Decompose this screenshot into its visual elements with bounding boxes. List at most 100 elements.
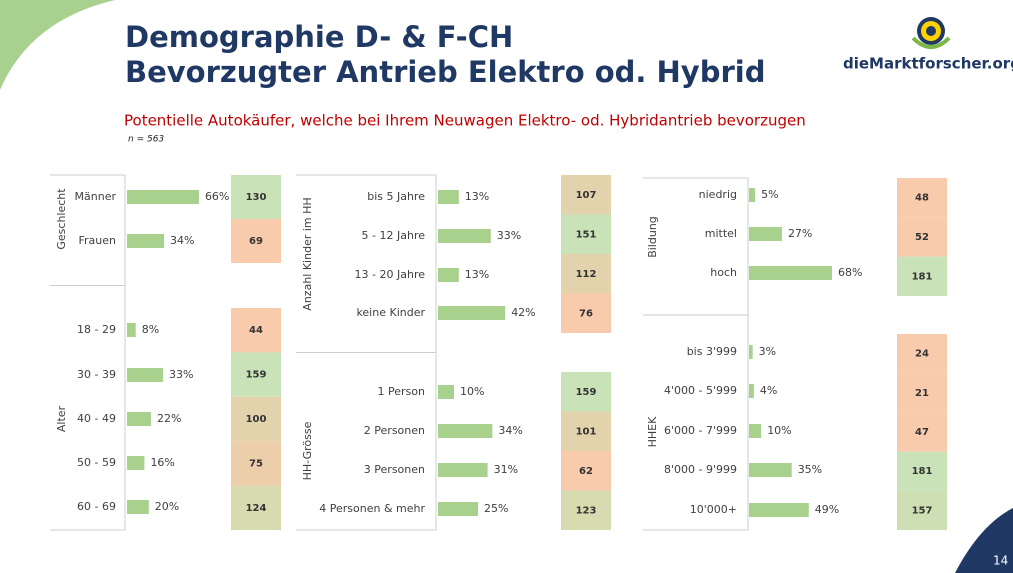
bar [438, 502, 478, 516]
count-label: 101 [576, 426, 597, 437]
value-label: 13% [465, 268, 489, 281]
count-cell [231, 219, 281, 263]
value-label: 34% [170, 234, 194, 247]
subtitle: Potentielle Autokäufer, welche bei Ihrem… [124, 112, 806, 130]
bar [127, 234, 165, 248]
count-label: 124 [246, 503, 267, 514]
value-label: 49% [815, 503, 839, 516]
count-cell [231, 441, 281, 486]
row-label: 10'000+ [690, 503, 737, 516]
value-label: 4% [760, 384, 777, 397]
group-label: Alter [55, 405, 68, 432]
row-label: 5 - 12 Jahre [362, 229, 426, 242]
count-label: 159 [246, 370, 267, 381]
row-label: 18 - 29 [77, 323, 116, 336]
row-label: 3 Personen [364, 463, 425, 476]
bar [438, 190, 459, 204]
bar [438, 229, 491, 243]
count-cell [561, 254, 611, 294]
count-label: 69 [249, 236, 263, 247]
count-cell [231, 396, 281, 442]
value-label: 42% [511, 306, 535, 319]
value-label: 16% [150, 456, 174, 469]
bar [438, 385, 454, 399]
bar [749, 345, 753, 359]
count-label: 159 [576, 387, 597, 398]
count-cell [561, 175, 611, 215]
value-label: 13% [465, 190, 489, 203]
bar [127, 412, 151, 426]
row-label: 60 - 69 [77, 500, 116, 513]
value-label: 27% [788, 227, 812, 240]
count-label: 21 [915, 388, 929, 399]
value-label: 66% [205, 190, 229, 203]
row-label: Frauen [78, 234, 116, 247]
row-label: 40 - 49 [77, 412, 116, 425]
title: Bevorzugter Antrieb Elektro od. Hybrid [125, 55, 765, 89]
bar [438, 424, 493, 438]
count-label: 24 [915, 349, 929, 360]
corner-deco [0, 0, 115, 90]
row-label: 30 - 39 [77, 368, 116, 381]
count-label: 75 [249, 458, 263, 469]
row-label: 1 Person [378, 385, 425, 398]
corner-deco [955, 508, 1013, 573]
row-label: 50 - 59 [77, 456, 116, 469]
value-label: 22% [157, 412, 181, 425]
count-cell [561, 411, 611, 451]
count-label: 48 [915, 193, 929, 204]
count-cell [897, 217, 947, 257]
count-label: 123 [576, 505, 597, 516]
page-number: 14 [993, 554, 1008, 568]
bar [127, 500, 149, 514]
count-cell [897, 334, 947, 374]
bar [438, 268, 459, 282]
row-label: keine Kinder [356, 306, 425, 319]
row-label: Männer [75, 190, 117, 203]
count-cell [561, 293, 611, 333]
count-label: 112 [576, 269, 597, 280]
bar [749, 503, 809, 517]
count-cell [561, 372, 611, 412]
count-cell [561, 490, 611, 530]
value-label: 31% [494, 463, 518, 476]
group-label: Geschlecht [55, 188, 68, 250]
bar [127, 190, 199, 204]
logo-text: dieMarktforscher.org [843, 55, 1013, 73]
group-label: HH-Grösse [301, 421, 314, 480]
value-label: 35% [798, 463, 822, 476]
count-label: 62 [579, 466, 593, 477]
value-label: 20% [155, 500, 179, 513]
value-label: 25% [484, 502, 508, 515]
bar [127, 323, 136, 337]
row-label: 4'000 - 5'999 [664, 384, 737, 397]
row-label: 4 Personen & mehr [319, 502, 425, 515]
value-label: 33% [169, 368, 193, 381]
bar [127, 368, 163, 382]
bar [749, 463, 792, 477]
count-label: 130 [246, 192, 267, 203]
sample-size: n = 563 [128, 135, 164, 145]
row-label: 13 - 20 Jahre [355, 268, 426, 281]
title: Demographie D- & F-CH [125, 20, 513, 54]
row-label: niedrig [699, 188, 737, 201]
count-label: 44 [249, 325, 263, 336]
count-cell [897, 373, 947, 413]
count-label: 76 [579, 308, 593, 319]
row-label: 2 Personen [364, 424, 425, 437]
group-label: Anzahl Kinder im HH [301, 197, 314, 310]
row-label: bis 3'999 [687, 345, 737, 358]
value-label: 8% [142, 323, 159, 336]
count-label: 107 [576, 190, 597, 201]
count-label: 181 [912, 271, 933, 282]
count-cell [231, 352, 281, 397]
count-cell [231, 175, 281, 219]
row-label: hoch [710, 266, 737, 279]
count-cell [897, 490, 947, 530]
count-label: 100 [246, 414, 267, 425]
value-label: 10% [460, 385, 484, 398]
value-label: 33% [497, 229, 521, 242]
count-cell [231, 308, 281, 353]
